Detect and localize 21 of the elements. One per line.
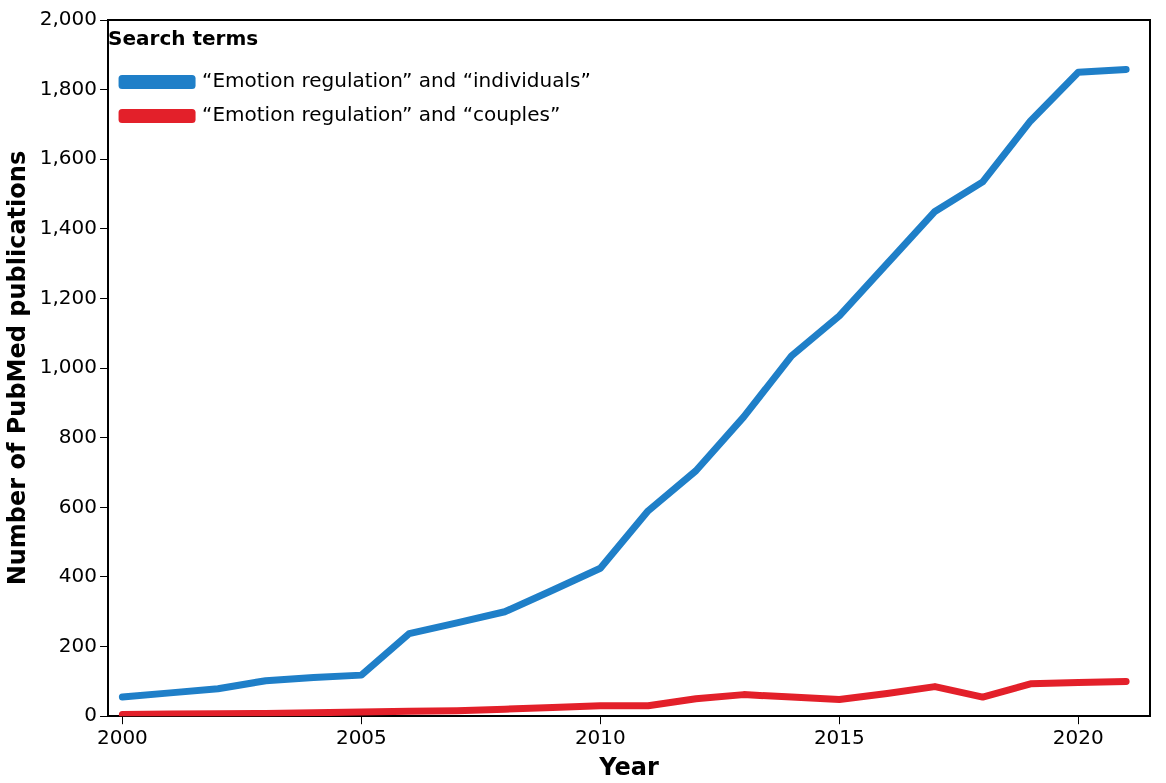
x-axis-title: Year xyxy=(598,752,659,781)
x-tick-label: 2005 xyxy=(335,725,387,750)
y-tick-label: 1,000 xyxy=(39,354,98,379)
legend-label: “Emotion regulation” and “individuals” xyxy=(202,68,591,93)
y-tick-label: 1,800 xyxy=(39,75,98,100)
legend-label: “Emotion regulation” and “couples” xyxy=(202,102,561,127)
y-tick-label: 400 xyxy=(58,563,98,588)
x-tick-label: 2020 xyxy=(1052,725,1104,750)
y-tick-label: 600 xyxy=(58,493,98,518)
y-tick-label: 1,600 xyxy=(39,145,98,170)
legend-title: Search terms xyxy=(108,26,259,51)
y-tick-label: 800 xyxy=(58,423,98,448)
y-tick-label: 1,200 xyxy=(39,284,98,309)
y-tick-label: 200 xyxy=(58,632,98,657)
y-tick-label: 1,400 xyxy=(39,215,98,240)
x-tick-label: 2000 xyxy=(96,725,148,750)
y-tick-label: 2,000 xyxy=(39,6,98,31)
x-tick-label: 2015 xyxy=(813,725,865,750)
y-axis-title: Number of PubMed publications xyxy=(2,150,31,586)
y-tick-label: 0 xyxy=(84,702,98,727)
x-tick-label: 2010 xyxy=(574,725,626,750)
